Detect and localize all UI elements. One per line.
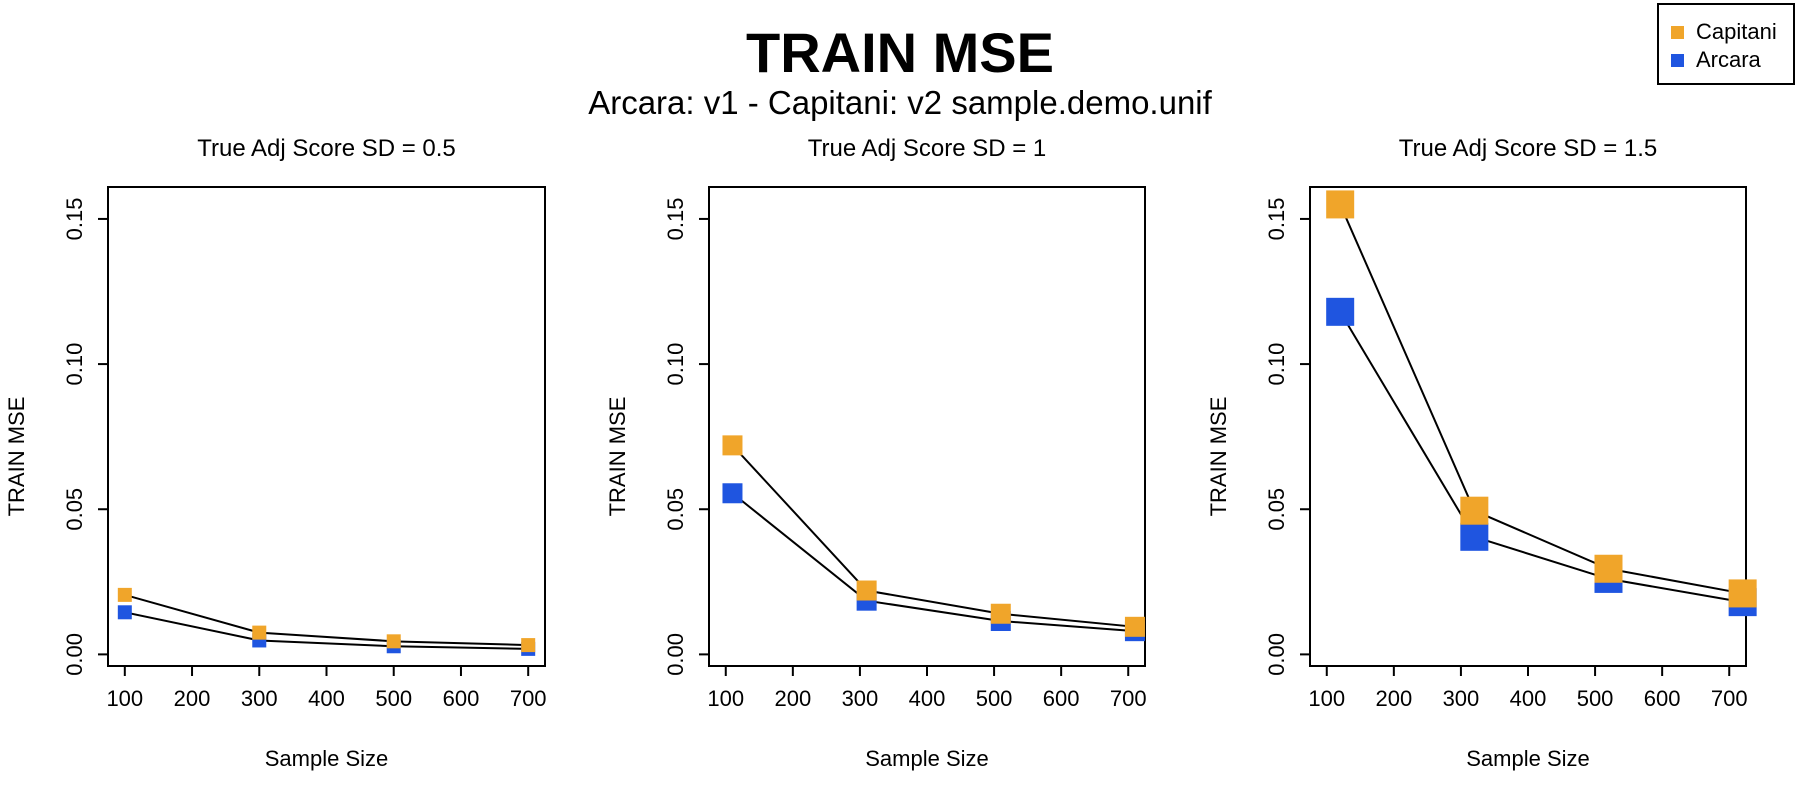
y-tick-label: 0.00 bbox=[663, 633, 688, 676]
y-axis-label: TRAIN MSE bbox=[1206, 397, 1231, 517]
legend-item-capitani: Capitani bbox=[1671, 19, 1777, 45]
data-point-arcara bbox=[1326, 297, 1355, 326]
legend-swatch-capitani bbox=[1671, 25, 1684, 39]
x-tick-label: 600 bbox=[443, 686, 480, 711]
plot-frame bbox=[107, 186, 546, 667]
series-line-capitani bbox=[731, 444, 1136, 628]
y-tick-label: 0.05 bbox=[663, 488, 688, 531]
series-line-arcara bbox=[1339, 311, 1743, 604]
chart-subtitle: Arcara: v1 - Capitani: v2 sample.demo.un… bbox=[588, 84, 1212, 121]
data-point-capitani bbox=[386, 634, 401, 649]
data-point-capitani bbox=[252, 625, 267, 640]
plot-frame bbox=[1309, 186, 1747, 667]
x-tick-label: 400 bbox=[308, 686, 345, 711]
panel-1: True Adj Score SD = 0.5 100 200 300 400 500 60… bbox=[4, 135, 547, 771]
x-tick-label: 100 bbox=[707, 686, 744, 711]
chart-title: TRAIN MSE bbox=[746, 21, 1054, 84]
y-tick-label: 0.05 bbox=[1264, 488, 1289, 531]
x-tick-label: 100 bbox=[106, 686, 143, 711]
plot-frame bbox=[708, 186, 1146, 667]
x-tick-label: 300 bbox=[1443, 686, 1480, 711]
data-point-arcara bbox=[1460, 522, 1489, 551]
x-axis-label: Sample Size bbox=[265, 746, 389, 771]
data-point-capitani bbox=[856, 580, 877, 601]
legend-swatch-arcara bbox=[1671, 53, 1684, 67]
data-point-capitani bbox=[990, 603, 1011, 624]
data-point-capitani bbox=[1594, 554, 1623, 583]
series-line-arcara bbox=[731, 492, 1136, 633]
y-tick-label: 0.15 bbox=[663, 198, 688, 241]
data-point-capitani bbox=[117, 587, 132, 602]
x-tick-label: 600 bbox=[1043, 686, 1080, 711]
y-tick-label: 0.10 bbox=[62, 343, 87, 386]
x-tick-label: 500 bbox=[1577, 686, 1614, 711]
legend: Capitani Arcara bbox=[1657, 3, 1795, 85]
y-axis-label: TRAIN MSE bbox=[605, 397, 630, 517]
data-point-capitani bbox=[722, 435, 743, 456]
legend-label-arcara: Arcara bbox=[1696, 47, 1761, 72]
x-tick-label: 600 bbox=[1644, 686, 1681, 711]
data-point-arcara bbox=[117, 605, 132, 620]
y-tick-label: 0.10 bbox=[663, 343, 688, 386]
y-tick-label: 0.00 bbox=[62, 633, 87, 676]
x-tick-label: 200 bbox=[774, 686, 811, 711]
x-tick-label: 400 bbox=[909, 686, 946, 711]
x-tick-label: 500 bbox=[375, 686, 412, 711]
x-tick-label: 700 bbox=[1110, 686, 1147, 711]
x-tick-label: 300 bbox=[241, 686, 278, 711]
panel-3: True Adj Score SD = 1.5 100 200 300 400 500 60… bbox=[1206, 135, 1757, 771]
panel-title: True Adj Score SD = 1 bbox=[808, 135, 1047, 162]
x-tick-label: 700 bbox=[1711, 686, 1748, 711]
legend-item-arcara: Arcara bbox=[1671, 47, 1761, 73]
legend-label-capitani: Capitani bbox=[1696, 19, 1777, 44]
series-line-capitani bbox=[1339, 204, 1743, 595]
y-tick-label: 0.00 bbox=[1264, 633, 1289, 676]
x-axis-label: Sample Size bbox=[865, 746, 989, 771]
data-point-arcara bbox=[722, 483, 743, 504]
y-tick-label: 0.15 bbox=[1264, 198, 1289, 241]
x-tick-label: 700 bbox=[510, 686, 547, 711]
x-tick-label: 200 bbox=[1375, 686, 1412, 711]
data-point-capitani bbox=[1124, 616, 1145, 637]
x-tick-label: 200 bbox=[174, 686, 211, 711]
panel-title: True Adj Score SD = 0.5 bbox=[197, 135, 456, 162]
x-tick-label: 500 bbox=[976, 686, 1013, 711]
y-tick-label: 0.05 bbox=[62, 488, 87, 531]
data-point-capitani bbox=[1460, 496, 1489, 525]
series-line-arcara bbox=[124, 611, 529, 650]
y-tick-label: 0.10 bbox=[1264, 343, 1289, 386]
panel-title: True Adj Score SD = 1.5 bbox=[1399, 135, 1658, 162]
series-line-capitani bbox=[124, 593, 529, 647]
data-point-capitani bbox=[1326, 190, 1355, 219]
panel-2: True Adj Score SD = 1 100 200 300 400 500 600 7… bbox=[605, 135, 1147, 771]
x-tick-label: 400 bbox=[1510, 686, 1547, 711]
y-axis-label: TRAIN MSE bbox=[4, 397, 29, 517]
x-tick-label: 300 bbox=[842, 686, 879, 711]
data-point-capitani bbox=[521, 638, 536, 653]
x-tick-label: 100 bbox=[1308, 686, 1345, 711]
data-point-capitani bbox=[1728, 579, 1757, 608]
y-tick-label: 0.15 bbox=[62, 198, 87, 241]
x-axis-label: Sample Size bbox=[1466, 746, 1590, 771]
